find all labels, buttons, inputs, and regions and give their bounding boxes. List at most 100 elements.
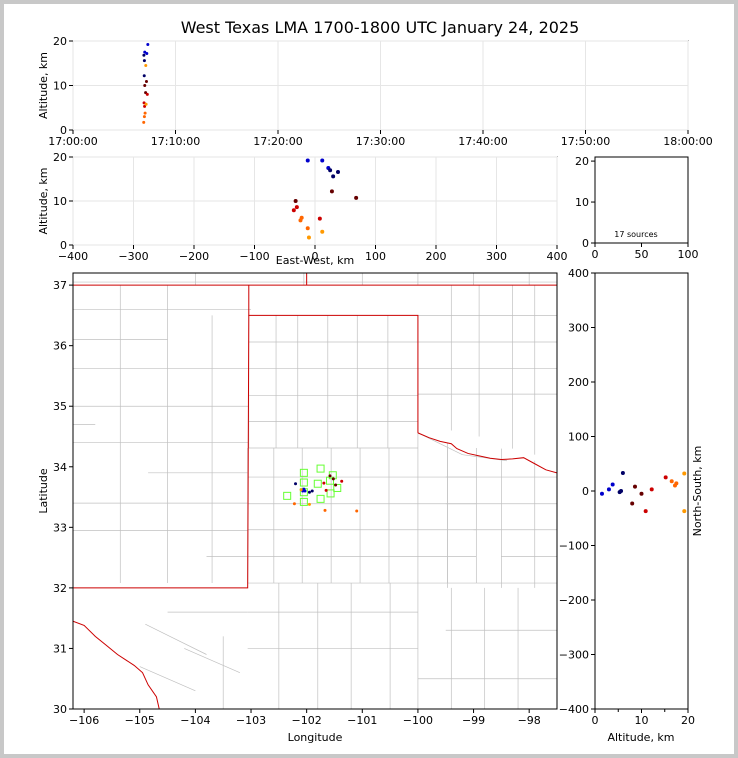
lat-tick-label: 36 [53, 340, 67, 353]
ew-tick-label: 200 [426, 250, 447, 263]
ns-tick-label: 200 [568, 376, 589, 389]
x-axis-label: Longitude [288, 731, 343, 744]
source-point [294, 482, 298, 486]
source-point [320, 229, 325, 234]
alt-tick-label: 10 [635, 714, 649, 727]
source-point [317, 216, 322, 221]
time-tick-label: 17:40:00 [458, 135, 507, 148]
lon-tick-label: −106 [69, 714, 99, 727]
alt-tick-label: 20 [53, 35, 67, 48]
source-point [328, 168, 333, 173]
source-point [331, 477, 335, 481]
station-marker [283, 491, 292, 500]
lat-tick-label: 30 [53, 703, 67, 716]
ew-tick-label: −300 [118, 250, 148, 263]
source-point [310, 489, 314, 493]
source-point [324, 488, 328, 492]
lon-tick-label: −99 [462, 714, 485, 727]
lat-tick-label: 37 [53, 279, 67, 292]
county-boundary [184, 648, 241, 673]
source-point [142, 115, 146, 119]
ew-tick-label: 0 [312, 250, 319, 263]
source-point [335, 169, 340, 174]
county-boundary [139, 666, 196, 692]
lon-tick-label: −103 [236, 714, 266, 727]
source-point [620, 471, 625, 476]
station-marker [299, 497, 308, 506]
alt-tick-label: 10 [53, 195, 67, 208]
ns-tick-label: −300 [559, 649, 589, 662]
source-point [610, 482, 615, 487]
source-point [303, 489, 307, 493]
ns-tick-label: 300 [568, 322, 589, 335]
source-point [669, 479, 674, 484]
state-border [73, 620, 160, 709]
source-point [142, 59, 146, 63]
lat-tick-label: 35 [53, 400, 67, 413]
source-point [299, 215, 304, 220]
source-point [294, 205, 299, 210]
source-point [663, 475, 668, 480]
station-marker [299, 478, 308, 487]
source-point [291, 208, 296, 213]
time-tick-label: 17:50:00 [561, 135, 610, 148]
station-marker [316, 494, 325, 503]
source-point [323, 508, 327, 512]
ew-tick-label: −200 [179, 250, 209, 263]
lon-tick-label: −104 [180, 714, 210, 727]
lon-tick-label: −102 [292, 714, 322, 727]
time-tick-label: 17:30:00 [356, 135, 405, 148]
count-tick-label: 100 [678, 248, 699, 261]
ns-tick-label: 0 [582, 485, 589, 498]
alt-tick-label: 20 [53, 151, 67, 164]
figure-canvas: West Texas LMA 1700-1800 UTC January 24,… [4, 4, 734, 754]
source-point [354, 195, 359, 200]
ew-tick-label: 300 [486, 250, 507, 263]
source-point [144, 79, 148, 83]
time-tick-label: 17:10:00 [151, 135, 200, 148]
source-point [320, 158, 325, 163]
ns-tick-label: 400 [568, 267, 589, 280]
state-border [417, 432, 557, 474]
source-point [299, 488, 303, 492]
source-point [142, 53, 146, 57]
source-point [306, 235, 311, 240]
altitude-eastwest-panel: −400 −300 −200 −100 0 100 200 300 400 0 10 20 Altit… [37, 151, 568, 267]
source-point [145, 51, 149, 55]
ew-tick-label: 400 [547, 250, 568, 263]
source-point [292, 502, 296, 506]
station-marker [299, 468, 308, 477]
source-point [639, 491, 644, 496]
source-point [143, 104, 147, 108]
source-point [307, 502, 311, 506]
alt-tick-label: 10 [575, 196, 589, 209]
alt-tick-label: 0 [60, 239, 67, 252]
lat-tick-label: 34 [53, 461, 67, 474]
source-point [142, 120, 146, 124]
source-point [682, 509, 687, 514]
source-count-annotation: 17 sources [614, 230, 657, 239]
source-point [643, 509, 648, 514]
source-point [674, 481, 679, 486]
source-point [632, 484, 637, 489]
source-point [145, 92, 149, 96]
source-point [322, 481, 326, 485]
source-point [355, 509, 359, 513]
source-point [305, 226, 310, 231]
county-boundary [145, 623, 207, 655]
ns-tick-label: −100 [559, 540, 589, 553]
x-axis-label: East-West, km [276, 254, 354, 267]
lat-tick-label: 32 [53, 582, 67, 595]
ns-tick-label: 100 [568, 431, 589, 444]
altitude-time-panel: 17:00:00 17:10:00 17:20:00 17:30:00 17:40:00… [37, 35, 713, 148]
source-point [305, 158, 310, 163]
station-marker [313, 479, 322, 488]
source-point [307, 490, 311, 494]
y-axis-label: Latitude [37, 468, 50, 514]
source-point [144, 102, 148, 106]
lon-tick-label: −101 [347, 714, 377, 727]
figure-title: West Texas LMA 1700-1800 UTC January 24,… [181, 18, 580, 37]
plan-view-panel: −106 −105 −104 −103 −102 −101 −100 −99 −98 30 31 32… [37, 272, 558, 744]
alt-tick-label: 10 [53, 80, 67, 93]
station-marker [333, 483, 342, 492]
